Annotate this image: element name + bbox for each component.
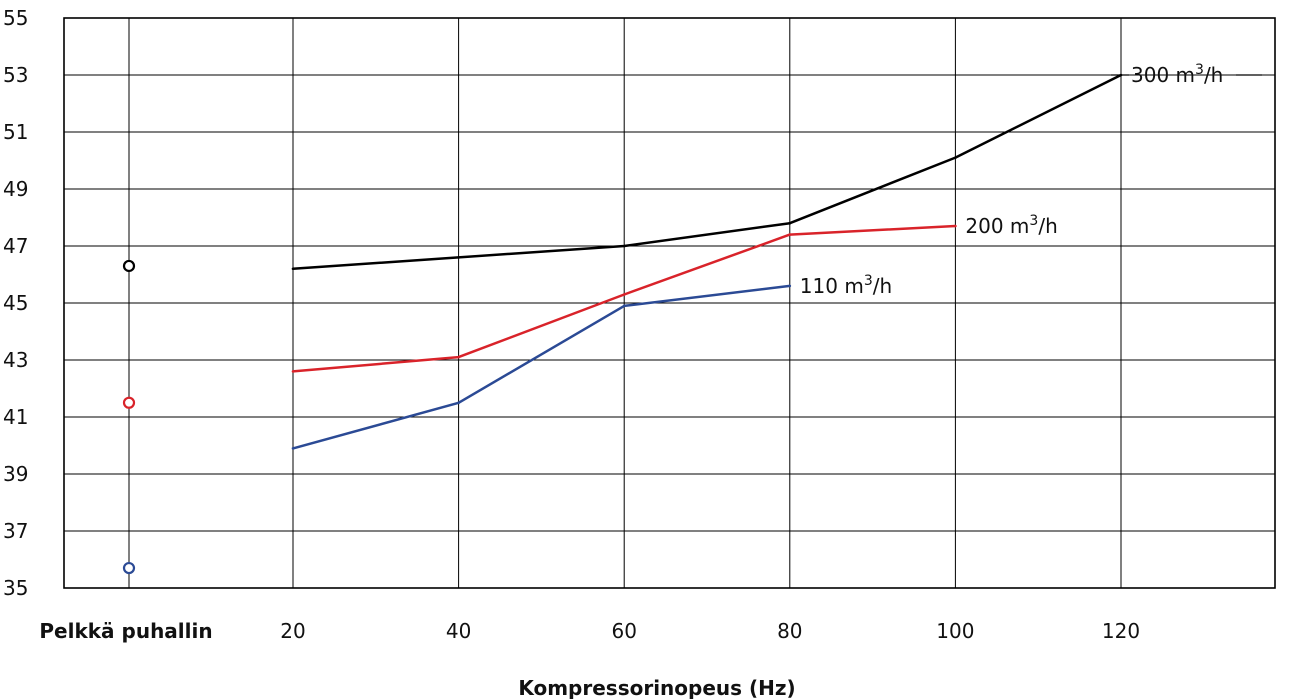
data-point (788, 284, 792, 288)
x-axis-ticks: 20 40 60 80 100 120 Pelkkä puhallin (39, 619, 1140, 643)
y-tick-label: 43 (3, 348, 28, 372)
series-label: 110 m3/h (800, 273, 892, 298)
data-point (788, 233, 792, 236)
data-point (954, 156, 957, 159)
data-point (788, 221, 792, 225)
data-point (291, 370, 295, 373)
y-tick-label: 53 (3, 63, 28, 87)
series-label: 300 m3/h (1131, 62, 1223, 87)
data-point (457, 256, 460, 259)
grid (64, 18, 1275, 588)
y-tick-label: 49 (3, 177, 28, 201)
y-tick-label: 37 (3, 519, 28, 543)
series-label: 200 m3/h (965, 213, 1057, 238)
series-group: 300 m3/h 200 m3/h 110 m3/h (122, 62, 1262, 575)
x-tick-label: 120 (1102, 619, 1140, 643)
y-tick-label: 35 (3, 576, 28, 600)
y-axis-ticks: 35 37 39 41 43 45 47 49 51 53 55 (3, 6, 28, 600)
x-axis-label: Kompressorinopeus (Hz) (518, 676, 795, 699)
series-0: 300 m3/h (122, 62, 1262, 273)
data-point (457, 355, 460, 359)
y-tick-label: 47 (3, 234, 28, 258)
y-tick-label: 51 (3, 120, 28, 144)
data-point (622, 244, 626, 248)
x-tick-label: 100 (936, 619, 974, 643)
fan-only-marker (122, 396, 136, 409)
fan-only-marker (122, 561, 136, 575)
x-tick-label: 80 (777, 619, 802, 643)
data-point (457, 401, 460, 405)
fan-only-marker (122, 259, 136, 273)
series-2: 110 m3/h (122, 273, 892, 575)
x-tick-label: 40 (446, 619, 471, 643)
x-tick-label-fan-only: Pelkkä puhallin (39, 619, 212, 643)
data-point (291, 447, 295, 450)
series-line (292, 73, 1122, 271)
y-tick-label: 55 (3, 6, 28, 30)
series-1: 200 m3/h (122, 213, 1058, 409)
x-tick-label: 20 (280, 619, 305, 643)
y-tick-label: 39 (3, 462, 28, 486)
data-point (622, 304, 626, 308)
data-point (954, 224, 957, 228)
y-tick-label: 41 (3, 405, 28, 429)
data-point (291, 267, 295, 271)
y-tick-label: 45 (3, 291, 28, 315)
series-line (292, 284, 790, 450)
data-point (622, 293, 626, 296)
x-tick-label: 60 (611, 619, 636, 643)
plot-frame (63, 17, 1276, 589)
